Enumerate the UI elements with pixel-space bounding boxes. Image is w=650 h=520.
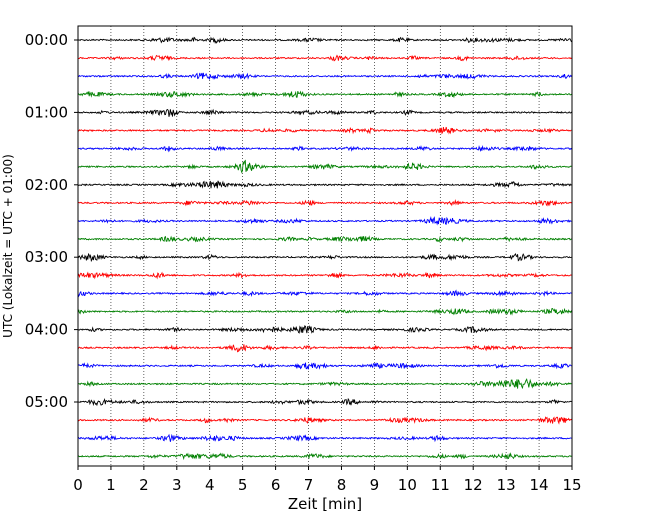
trace-0345 bbox=[77, 307, 572, 316]
trace-0330 bbox=[77, 289, 572, 298]
x-axis-label: Zeit [min] bbox=[288, 495, 362, 513]
x-axis-ticks: 0 1 2 3 4 5 6 7 8 9 10 11 12 13 14 15 bbox=[73, 466, 582, 494]
trace-0145 bbox=[77, 159, 572, 174]
x-tick-label-10: 10 bbox=[398, 476, 417, 494]
y-tick-label-05:00: 05:00 bbox=[25, 393, 68, 411]
trace-0400 bbox=[77, 325, 572, 334]
x-tick-label-1: 1 bbox=[106, 476, 116, 494]
x-tick-label-3: 3 bbox=[172, 476, 182, 494]
grid-lines bbox=[110, 26, 540, 466]
x-tick-label-4: 4 bbox=[205, 476, 215, 494]
x-tick-label-15: 15 bbox=[562, 476, 581, 494]
x-tick-label-7: 7 bbox=[304, 476, 314, 494]
trace-0230 bbox=[77, 216, 572, 226]
trace-0430 bbox=[77, 362, 572, 371]
trace-0515 bbox=[77, 416, 572, 425]
trace-0200 bbox=[77, 180, 572, 189]
y-tick-label-03:00: 03:00 bbox=[25, 248, 68, 266]
plot-frame bbox=[77, 25, 573, 467]
trace-0015 bbox=[77, 54, 572, 62]
seismic-traces bbox=[77, 36, 572, 461]
trace-0415 bbox=[77, 344, 572, 353]
x-tick-label-12: 12 bbox=[464, 476, 483, 494]
y-tick-label-01:00: 01:00 bbox=[25, 103, 68, 121]
trace-0445 bbox=[77, 378, 572, 390]
trace-0500 bbox=[77, 397, 572, 407]
trace-0000 bbox=[77, 36, 572, 44]
y-axis-label: UTC (Lokalzeit = UTC + 01:00) bbox=[1, 154, 15, 338]
trace-0315 bbox=[77, 271, 572, 280]
trace-0115 bbox=[77, 126, 572, 135]
x-tick-label-13: 13 bbox=[497, 476, 516, 494]
x-tick-label-2: 2 bbox=[139, 476, 149, 494]
y-axis-ticks: 00:00 01:00 02:00 03:00 04:00 05:00 bbox=[25, 31, 78, 411]
y-tick-label-02:00: 02:00 bbox=[25, 176, 68, 194]
x-tick-label-14: 14 bbox=[530, 476, 549, 494]
trace-0130 bbox=[77, 145, 572, 153]
trace-0045 bbox=[77, 90, 572, 99]
trace-0215 bbox=[77, 199, 572, 207]
x-tick-label-9: 9 bbox=[370, 476, 380, 494]
x-tick-label-0: 0 bbox=[73, 476, 83, 494]
x-tick-label-5: 5 bbox=[238, 476, 248, 494]
trace-0545 bbox=[77, 452, 572, 461]
trace-0300 bbox=[77, 252, 572, 263]
x-tick-label-6: 6 bbox=[271, 476, 281, 494]
x-tick-label-8: 8 bbox=[337, 476, 347, 494]
trace-0030 bbox=[77, 72, 572, 81]
trace-0530 bbox=[77, 433, 572, 443]
x-tick-label-11: 11 bbox=[431, 476, 450, 494]
y-tick-label-00:00: 00:00 bbox=[25, 31, 68, 49]
trace-0245 bbox=[77, 235, 572, 243]
y-tick-label-04:00: 04:00 bbox=[25, 321, 68, 339]
trace-0100 bbox=[77, 108, 572, 117]
